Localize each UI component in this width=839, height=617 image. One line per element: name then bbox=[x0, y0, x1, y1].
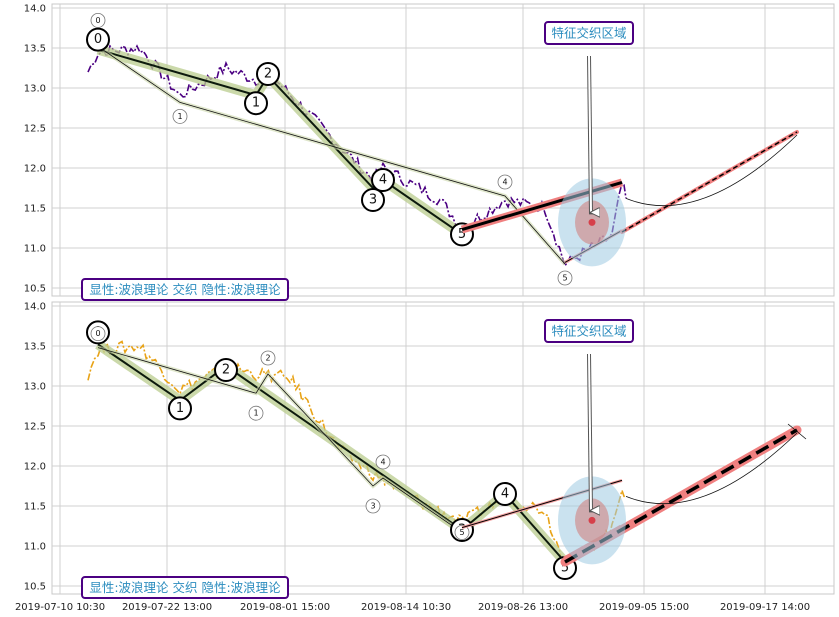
dominant-point-2-label: 2 bbox=[264, 67, 272, 82]
x-tick-label: 2019-08-01 15:00 bbox=[240, 602, 330, 613]
x-tick-label: 2019-07-10 10:30 bbox=[15, 602, 105, 613]
dominant-point-3-label: 3 bbox=[369, 193, 377, 208]
projection-connector bbox=[625, 134, 798, 207]
bottom-plot-area bbox=[51, 301, 835, 595]
x-tick-label: 2019-08-26 13:00 bbox=[478, 602, 568, 613]
y-tick-label: 11.0 bbox=[24, 542, 46, 553]
x-tick-labels: 2019-07-10 10:30 2019-07-22 13:00 2019-08-… bbox=[15, 602, 810, 613]
hidden-point-2-circle bbox=[260, 350, 276, 366]
hidden-point-1-label: 1 bbox=[177, 112, 182, 121]
dominant-point-0-circle bbox=[86, 27, 110, 52]
bottom-wave-marks: 012345012345 bbox=[86, 320, 577, 580]
x-tick-label: 2019-09-17 14:00 bbox=[720, 602, 810, 613]
y-tick-label: 14.0 bbox=[24, 4, 46, 15]
dominant-point-4-label: 4 bbox=[379, 173, 387, 188]
y-tick-label: 13.0 bbox=[24, 382, 46, 393]
dominant-point-2-circle bbox=[214, 358, 238, 382]
bottom-y-tick-labels: 14.0 13.5 13.0 12.5 12.0 11.5 11.0 10.5 bbox=[24, 302, 46, 593]
y-tick-label: 11.5 bbox=[24, 204, 46, 215]
y-tick-label: 14.0 bbox=[24, 302, 46, 313]
hidden-point-5-circle bbox=[454, 525, 470, 540]
hidden-point-2-circle bbox=[497, 174, 513, 190]
dominant-point-2-label: 2 bbox=[222, 363, 230, 378]
hidden-point-0-label: 0 bbox=[95, 329, 100, 338]
y-tick-label: 13.5 bbox=[24, 44, 46, 55]
top-zone-label: 特征交织区域 bbox=[551, 26, 626, 41]
hidden-point-5-label: 5 bbox=[459, 528, 464, 537]
top-zone-label-box: 特征交织区域 bbox=[544, 21, 634, 45]
y-tick-label: 13.0 bbox=[24, 84, 46, 95]
projection-connector bbox=[625, 432, 798, 505]
projection-tick bbox=[787, 423, 807, 440]
hidden-point-2-label: 2 bbox=[265, 354, 270, 363]
hidden-point-0-label: 0 bbox=[95, 16, 100, 25]
hidden-point-3-label: 5 bbox=[562, 274, 567, 283]
dominant-point-4-label: 4 bbox=[501, 487, 509, 502]
dominant-point-4-circle bbox=[493, 482, 517, 506]
focus-point bbox=[588, 218, 596, 226]
dominant-point-4-circle bbox=[371, 168, 395, 192]
price-line bbox=[87, 44, 627, 268]
top-legend-box: 显性:波浪理论 交织 隐性:波浪理论 bbox=[81, 278, 289, 301]
y-tick-label: 12.5 bbox=[24, 124, 46, 135]
zone-arrow bbox=[588, 353, 591, 510]
dominant-wave-line bbox=[97, 343, 566, 563]
bottom-legend-text: 显性:波浪理论 交织 隐性:波浪理论 bbox=[89, 580, 281, 595]
top-price-series bbox=[87, 44, 627, 268]
top-grid bbox=[52, 4, 834, 296]
focus-point bbox=[588, 516, 596, 524]
dominant-point-1-circle bbox=[168, 396, 192, 421]
dominant-point-2-circle bbox=[256, 62, 280, 86]
dominant-point-1-circle bbox=[244, 91, 268, 116]
dominant-point-0-label: 0 bbox=[94, 32, 102, 47]
price-line bbox=[87, 340, 627, 574]
top-y-tick-labels: 14.0 13.5 13.0 12.5 12.0 11.5 11.0 10.5 bbox=[24, 4, 46, 295]
x-tick-label: 2019-08-14 10:30 bbox=[361, 602, 451, 613]
top-legend-text: 显性:波浪理论 交织 隐性:波浪理论 bbox=[89, 282, 281, 297]
dominant-point-5-label: 5 bbox=[561, 561, 569, 576]
dominant-point-3-circle bbox=[361, 188, 385, 212]
y-tick-label: 11.5 bbox=[24, 502, 46, 513]
hidden-wave-line bbox=[97, 46, 566, 265]
top-interweave-zone bbox=[460, 55, 799, 267]
hidden-point-2-label: 4 bbox=[502, 178, 507, 187]
hidden-point-1-label: 1 bbox=[253, 409, 258, 418]
y-tick-label: 12.5 bbox=[24, 422, 46, 433]
hidden-point-4-label: 4 bbox=[380, 458, 385, 467]
hidden-wave-line bbox=[97, 347, 463, 533]
y-tick-label: 12.0 bbox=[24, 164, 46, 175]
y-tick-label: 10.5 bbox=[24, 284, 46, 295]
hidden-point-3-circle bbox=[365, 498, 381, 514]
hidden-point-0-circle bbox=[90, 326, 106, 342]
hidden-point-4-circle bbox=[375, 454, 391, 470]
hidden-point-3-label: 3 bbox=[370, 502, 375, 511]
bottom-zone-label: 特征交织区域 bbox=[551, 324, 626, 339]
hidden-point-3-circle bbox=[557, 270, 573, 286]
hidden-point-1-circle bbox=[248, 405, 264, 421]
dominant-point-1-label: 1 bbox=[176, 401, 184, 416]
hidden-point-1-circle bbox=[172, 109, 188, 124]
top-panel: 14.013.513.012.512.011.511.010.5 0123450… bbox=[24, 3, 835, 301]
dominant-wave-line bbox=[97, 48, 463, 236]
projection-line bbox=[621, 131, 798, 233]
dominant-point-5-label: 5 bbox=[458, 227, 466, 242]
hidden-point-0-circle bbox=[90, 12, 106, 28]
bottom-legend-box: 显性:波浪理论 交织 隐性:波浪理论 bbox=[81, 576, 289, 599]
bottom-interweave-zone bbox=[461, 353, 807, 567]
bottom-zone-label-box: 特征交织区域 bbox=[544, 319, 634, 343]
top-plot-area bbox=[51, 3, 835, 297]
y-tick-label: 11.0 bbox=[24, 244, 46, 255]
x-tick-label: 2019-07-22 13:00 bbox=[122, 602, 212, 613]
dominant-point-1-label: 1 bbox=[252, 96, 260, 111]
y-tick-label: 12.0 bbox=[24, 462, 46, 473]
y-tick-label: 13.5 bbox=[24, 342, 46, 353]
bottom-price-series bbox=[87, 340, 627, 574]
bottom-panel: 14.013.513.012.512.011.511.010.5 0123450… bbox=[24, 301, 835, 599]
x-tick-label: 2019-09-05 15:00 bbox=[599, 602, 689, 613]
zone-arrow bbox=[588, 55, 591, 212]
y-tick-label: 10.5 bbox=[24, 582, 46, 593]
